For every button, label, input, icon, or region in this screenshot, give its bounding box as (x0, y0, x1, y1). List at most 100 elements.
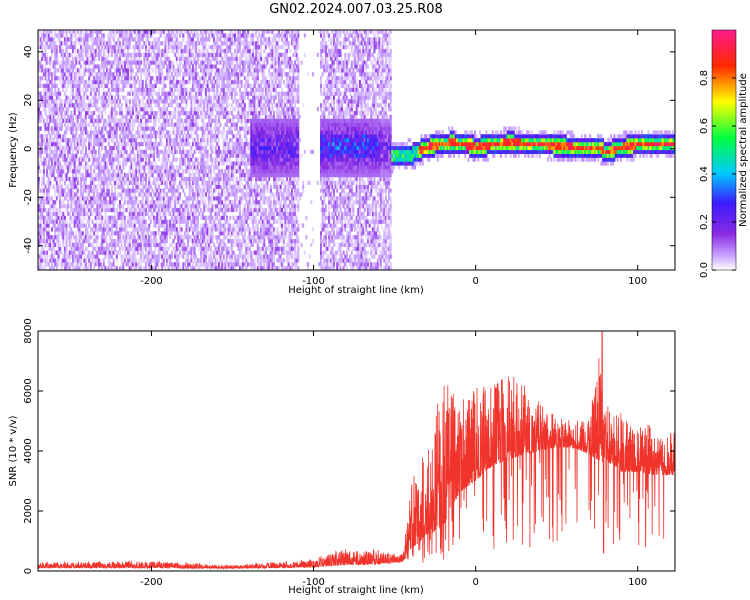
spectrogram-cell (76, 138, 79, 143)
spectrogram-cell (135, 227, 138, 232)
spectrogram-cell (187, 254, 190, 259)
spectrogram-cell (88, 235, 91, 240)
spectrogram-cell (122, 48, 125, 54)
spectrogram-cell (193, 250, 196, 255)
spectrogram-cell (123, 68, 126, 73)
spectrogram-cell (179, 161, 181, 166)
spectrogram-cell (149, 87, 152, 92)
spectrogram-cell (214, 149, 217, 154)
spectrogram-cell (167, 64, 170, 69)
spectrogram-cell (204, 215, 207, 220)
spectrogram-cell (198, 126, 201, 131)
spectrogram-cell (203, 153, 206, 158)
spectrogram-cell (41, 239, 44, 244)
spectrogram-cell (128, 239, 131, 244)
spectrogram-cell (154, 215, 157, 220)
spectrogram-cell (122, 215, 125, 220)
spectrogram-cell (151, 204, 154, 209)
spectrogram-cell (177, 200, 180, 205)
spectrogram-cell (112, 48, 115, 54)
spectrogram-cell (166, 52, 168, 57)
spectrogram-cell (85, 184, 87, 189)
spectrogram-cell (60, 219, 63, 224)
spectrogram-cell (63, 134, 66, 139)
spectrogram-cell (211, 223, 214, 228)
spectrogram-cell (102, 204, 105, 209)
spectrogram-cell (217, 188, 220, 193)
spectrogram-cell (68, 118, 71, 123)
spectrogram-cell (170, 30, 173, 34)
spectrogram-cell (42, 196, 45, 201)
spectrogram-cell (99, 262, 102, 267)
spectrogram-cell (138, 235, 141, 240)
spectrogram-cell (193, 107, 196, 112)
spectrogram-cell (76, 254, 79, 259)
spectrogram-cell (162, 219, 165, 224)
spectrogram-cell (213, 188, 216, 193)
spectrogram-cell (146, 231, 149, 236)
spectrogram-cell (211, 79, 214, 85)
spectrogram-cell (214, 173, 217, 178)
spectrogram-cell (166, 153, 168, 158)
spectrogram-cell (213, 223, 216, 228)
spectrogram-cell (153, 258, 156, 263)
spectrogram-cell (162, 176, 165, 182)
spectrogram-cell (49, 149, 52, 154)
spectrogram-cell (172, 180, 175, 185)
spectrogram-cell (76, 122, 79, 127)
spectrogram-cell (109, 207, 112, 213)
spectrogram-cell (80, 223, 83, 228)
spectrogram-cell (138, 33, 141, 38)
spectrogram-cell (117, 192, 120, 197)
spectrogram-cell (41, 95, 44, 100)
spectrogram-cell (94, 103, 97, 108)
spectrogram-cell (122, 254, 125, 259)
spectrogram-cell (214, 188, 217, 193)
spectrogram-cell (193, 138, 196, 143)
spectrogram-cell (51, 126, 53, 131)
spectrogram-cell (196, 99, 199, 104)
spectrogram-cell (125, 142, 128, 147)
spectrogram-cell (89, 68, 92, 73)
spectrogram-cell (149, 239, 152, 244)
spectrogram-cell (96, 246, 99, 251)
spectrogram-cell (206, 188, 209, 193)
spectrogram-cell (63, 145, 66, 151)
spectrogram-cell (98, 130, 100, 135)
spectrogram-cell (180, 149, 183, 154)
spectrogram-cell (46, 114, 49, 119)
spectrogram-cell (128, 76, 131, 81)
spectrogram-cell (167, 200, 170, 205)
spectrogram-cell (195, 45, 198, 50)
spectrogram-cell (54, 56, 57, 61)
spectrogram-cell (57, 122, 60, 127)
spectrogram-cell (54, 134, 57, 139)
spectrogram-cell (213, 134, 216, 139)
spectrogram-cell (204, 204, 207, 209)
spectrogram-cell (46, 262, 49, 267)
spectrogram-cell (78, 196, 81, 201)
spectrogram-cell (75, 114, 78, 119)
spectrogram-cell (143, 242, 146, 247)
spectrogram-cell (75, 83, 78, 88)
spectrogram-cell (112, 219, 115, 224)
spectrogram-cell (172, 145, 175, 151)
spectrogram-cell (166, 114, 168, 119)
spectrogram-cell (93, 118, 96, 123)
spectrogram-cell (157, 184, 160, 189)
spectrogram-cell (119, 126, 121, 131)
spectrogram-cell (85, 149, 87, 154)
spectrogram-cell (46, 169, 49, 174)
spectrogram-cell (42, 219, 45, 224)
spectrogram-cell (162, 165, 165, 170)
spectrogram-cell (44, 223, 47, 228)
spectrogram-cell (130, 68, 133, 73)
spectrogram-cell (148, 30, 151, 34)
spectrogram-cell (138, 165, 141, 170)
spectrogram-cell (153, 149, 156, 154)
spectrogram-cell (208, 246, 211, 251)
spectrogram-cell (41, 254, 44, 259)
spectrogram-cell (127, 223, 130, 228)
spectrogram-cell (182, 122, 185, 127)
spectrogram-cell (130, 33, 133, 38)
